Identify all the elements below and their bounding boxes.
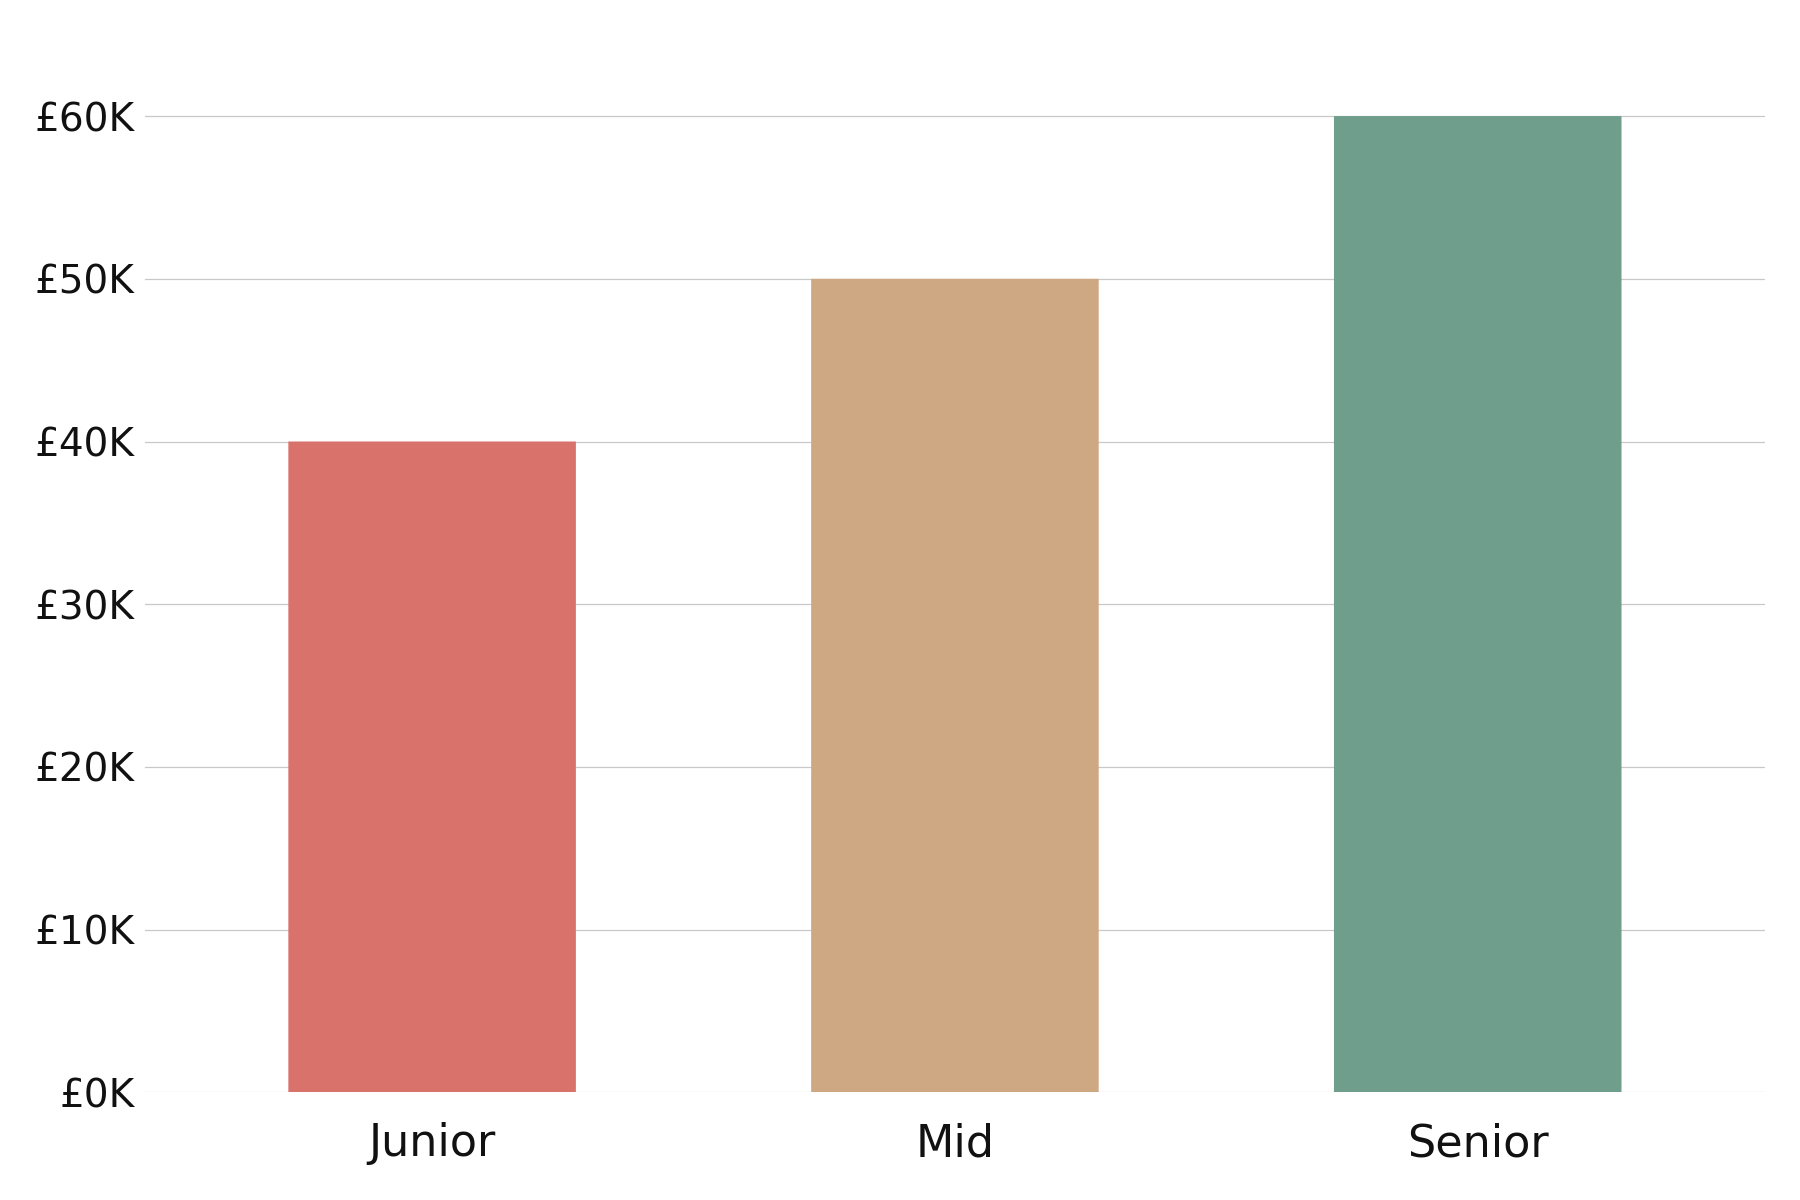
FancyBboxPatch shape bbox=[288, 442, 576, 1145]
FancyBboxPatch shape bbox=[1334, 116, 1622, 1145]
FancyBboxPatch shape bbox=[812, 278, 1098, 1145]
